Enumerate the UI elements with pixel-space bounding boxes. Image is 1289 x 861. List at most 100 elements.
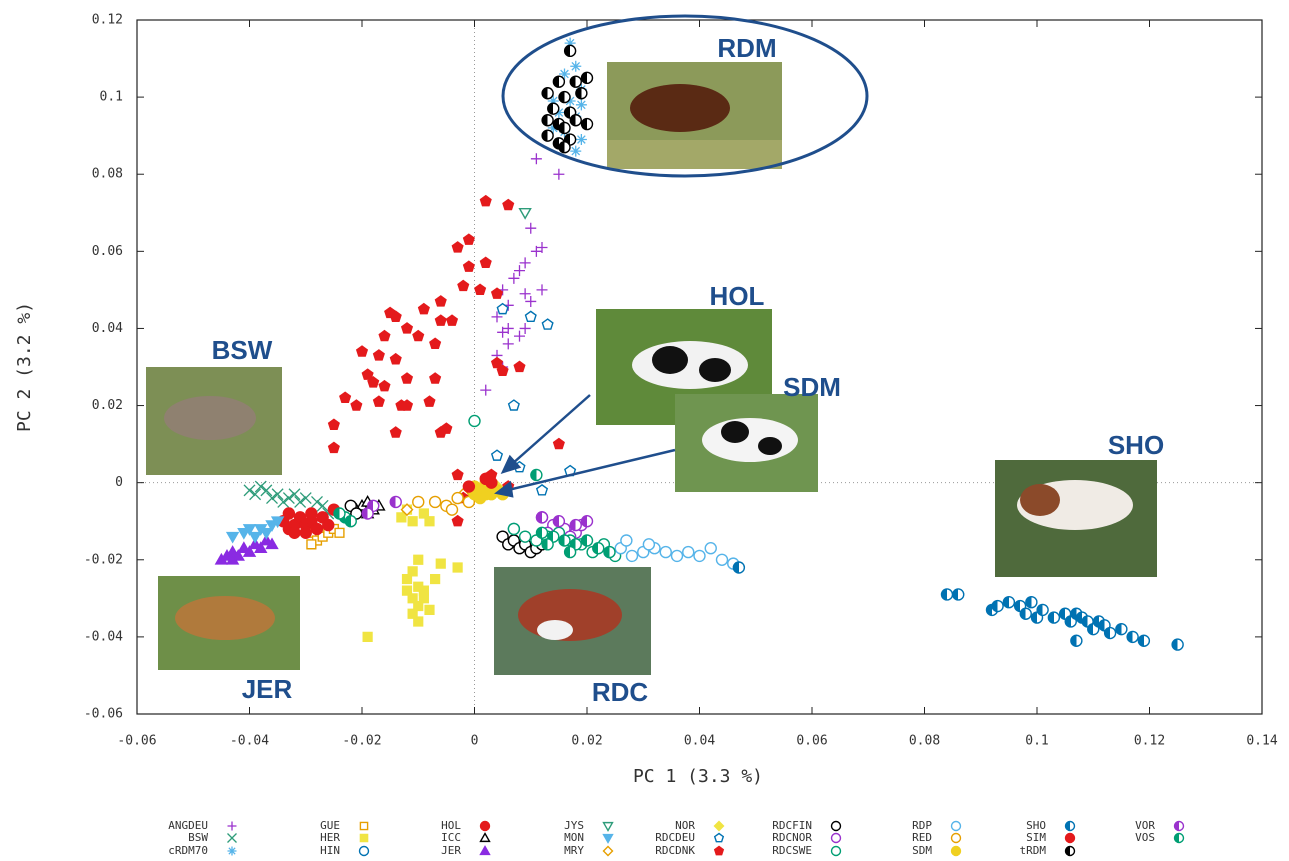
point (271, 488, 284, 501)
point (541, 538, 554, 551)
legend-symbol (602, 833, 614, 844)
point (715, 553, 729, 566)
point (732, 561, 746, 574)
point (378, 379, 391, 392)
point (424, 516, 435, 527)
legend-symbol (479, 845, 491, 856)
x-tick-label: 0.06 (796, 734, 827, 749)
breed-label: RDM (717, 33, 776, 63)
legend-symbol (830, 832, 842, 844)
point (260, 484, 273, 497)
point (547, 102, 560, 115)
point (424, 604, 435, 615)
point (259, 533, 274, 546)
point (451, 514, 464, 527)
point (530, 245, 542, 257)
point (468, 414, 481, 428)
point (502, 322, 514, 334)
legend-label: BSW (188, 831, 208, 844)
breed-label: RDC (592, 677, 649, 707)
point (428, 495, 442, 509)
arrow-head (500, 454, 522, 475)
point (508, 272, 520, 284)
legend-label: ICC (441, 831, 461, 844)
legend-symbol (479, 820, 491, 832)
point (249, 488, 262, 501)
legend-label: RDP (912, 819, 932, 832)
point (333, 507, 346, 520)
point (525, 222, 537, 234)
y-tick-label: 0.08 (92, 167, 123, 182)
point (642, 538, 656, 551)
point (327, 441, 340, 454)
point (396, 512, 407, 523)
legend-label: ANGDEU (168, 819, 208, 832)
point (305, 507, 318, 520)
point (541, 87, 554, 100)
legend-symbol (950, 845, 962, 857)
point (704, 542, 717, 555)
point (407, 566, 418, 577)
point (558, 121, 571, 135)
point (288, 526, 301, 539)
point (266, 492, 278, 505)
legend-label: JER (441, 844, 461, 857)
photos (146, 62, 1157, 675)
legend-symbol (1064, 820, 1076, 832)
y-tick-label: -0.04 (84, 629, 123, 644)
point (513, 360, 526, 373)
point (575, 99, 587, 111)
point (362, 631, 373, 642)
x-tick-label: 0 (471, 734, 479, 749)
point (372, 349, 385, 361)
x-tick-label: 0.04 (684, 734, 715, 749)
point (525, 295, 537, 307)
point (327, 418, 340, 430)
legend-label: HOL (441, 819, 461, 832)
legend-label: SIM (1026, 831, 1046, 844)
arrow-head (494, 480, 514, 498)
point (553, 107, 565, 119)
point (530, 153, 542, 165)
point (451, 491, 464, 505)
point (1019, 607, 1032, 620)
point (451, 241, 464, 253)
point (417, 302, 430, 315)
point (670, 549, 684, 563)
point (270, 516, 285, 529)
point (350, 399, 363, 411)
point (378, 329, 391, 342)
point (225, 531, 240, 544)
point (507, 522, 521, 536)
legend-symbol (1064, 845, 1076, 857)
point (413, 616, 424, 627)
legend-symbol (950, 820, 962, 832)
breed-label: SHO (1108, 430, 1164, 460)
point (412, 495, 425, 509)
point (536, 241, 548, 253)
point (564, 37, 576, 49)
point (575, 87, 588, 100)
legend-symbol (358, 845, 370, 857)
legend-symbol (950, 832, 962, 844)
point (310, 522, 324, 536)
point (620, 534, 633, 547)
point (372, 395, 385, 407)
point (242, 524, 257, 536)
point (400, 503, 414, 517)
point (1025, 596, 1038, 609)
point (569, 114, 582, 127)
point (434, 295, 447, 307)
point (265, 537, 279, 550)
point (248, 537, 262, 550)
point (514, 265, 525, 277)
point (429, 372, 442, 384)
point (237, 541, 251, 554)
point (518, 207, 532, 220)
legend-symbol (830, 845, 842, 857)
point (535, 484, 549, 496)
point (693, 549, 706, 563)
point (400, 322, 414, 334)
photo (995, 460, 1157, 577)
